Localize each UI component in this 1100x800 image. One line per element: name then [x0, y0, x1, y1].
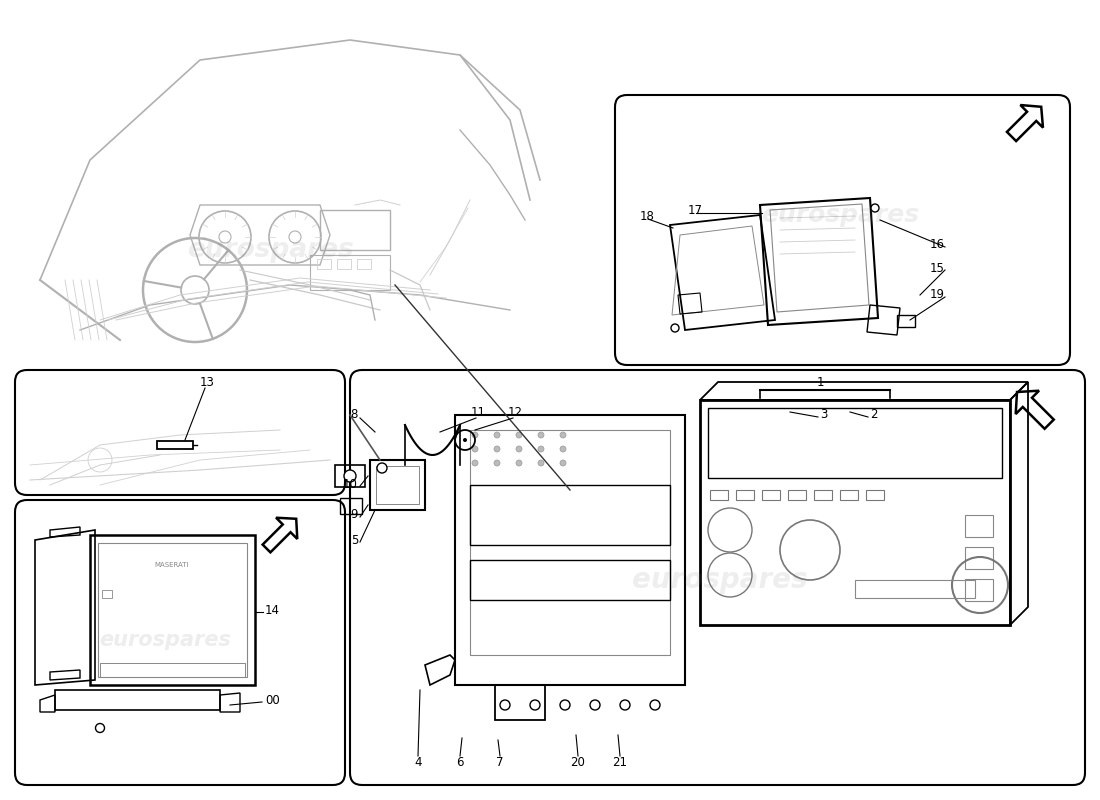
Circle shape [472, 460, 478, 466]
Circle shape [538, 460, 544, 466]
FancyBboxPatch shape [350, 370, 1085, 785]
Circle shape [538, 432, 544, 438]
Text: 9: 9 [351, 509, 358, 522]
Circle shape [500, 700, 510, 710]
Text: eurospares: eurospares [99, 630, 231, 650]
Polygon shape [1015, 390, 1054, 429]
Circle shape [560, 432, 566, 438]
Circle shape [96, 723, 104, 733]
Circle shape [538, 446, 544, 452]
Bar [710, 490, 728, 500]
Bar [100, 663, 245, 677]
Circle shape [871, 204, 879, 212]
Circle shape [650, 700, 660, 710]
Text: 10: 10 [343, 478, 358, 490]
Bar [98, 543, 248, 677]
Text: 14: 14 [265, 603, 280, 617]
Bar [310, 255, 390, 290]
Bar [320, 210, 390, 250]
Circle shape [494, 460, 501, 466]
Text: 4: 4 [415, 755, 421, 769]
Text: 18: 18 [640, 210, 654, 223]
Bar [336, 465, 365, 487]
Text: 12: 12 [507, 406, 522, 419]
Bar [700, 400, 1010, 625]
Text: 00: 00 [265, 694, 279, 706]
Text: eurospares: eurospares [187, 237, 353, 263]
Text: 6: 6 [456, 755, 464, 769]
Circle shape [494, 446, 501, 452]
Bar [90, 535, 255, 685]
Circle shape [560, 700, 570, 710]
Bar [965, 547, 993, 569]
Text: MASERATI: MASERATI [155, 562, 189, 568]
Circle shape [530, 700, 540, 710]
Bar [358, 259, 371, 269]
Bar [470, 485, 670, 545]
Circle shape [494, 432, 501, 438]
Bar [896, 315, 915, 327]
Bar [840, 490, 858, 500]
FancyBboxPatch shape [615, 95, 1070, 365]
Bar [736, 490, 754, 500]
Bar [376, 466, 419, 504]
Circle shape [671, 324, 679, 332]
Text: 1: 1 [816, 377, 824, 390]
Bar [370, 460, 425, 510]
Polygon shape [1006, 105, 1043, 141]
Bar [708, 408, 1002, 478]
Bar [855, 580, 975, 598]
Bar [814, 490, 832, 500]
Text: 15: 15 [931, 262, 945, 274]
Bar [762, 490, 780, 500]
Polygon shape [263, 518, 297, 552]
Circle shape [590, 700, 600, 710]
FancyBboxPatch shape [15, 370, 345, 495]
Text: 8: 8 [351, 409, 358, 422]
Text: 21: 21 [613, 755, 627, 769]
Bar [317, 259, 331, 269]
Circle shape [463, 438, 467, 442]
Text: 5: 5 [351, 534, 358, 546]
Text: 3: 3 [820, 409, 827, 422]
Text: eurospares: eurospares [632, 566, 807, 594]
Circle shape [516, 432, 522, 438]
Text: 16: 16 [930, 238, 945, 251]
Circle shape [560, 460, 566, 466]
Bar [340, 498, 362, 514]
Circle shape [377, 463, 387, 473]
Text: 19: 19 [930, 289, 945, 302]
Circle shape [344, 470, 356, 482]
Bar [866, 490, 884, 500]
Circle shape [472, 432, 478, 438]
Circle shape [472, 446, 478, 452]
Bar [102, 590, 112, 598]
Text: 20: 20 [571, 755, 585, 769]
Bar [965, 579, 993, 601]
Text: 17: 17 [688, 205, 703, 218]
FancyBboxPatch shape [15, 500, 345, 785]
Circle shape [516, 460, 522, 466]
Circle shape [560, 446, 566, 452]
Text: 7: 7 [496, 755, 504, 769]
Text: 13: 13 [200, 375, 214, 389]
Text: 11: 11 [471, 406, 485, 419]
Bar [788, 490, 806, 500]
Bar [965, 515, 993, 537]
Circle shape [620, 700, 630, 710]
Bar [337, 259, 351, 269]
Text: eurospares: eurospares [761, 203, 920, 227]
Text: 2: 2 [870, 409, 878, 422]
Circle shape [516, 446, 522, 452]
Bar [470, 560, 670, 600]
